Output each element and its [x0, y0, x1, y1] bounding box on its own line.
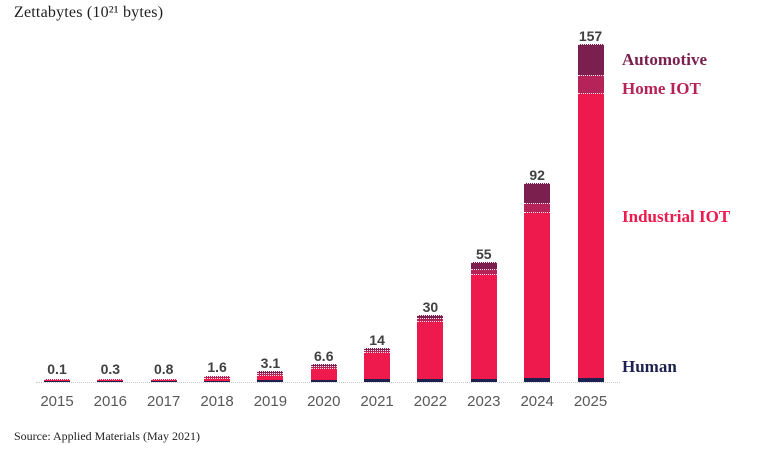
value-label-2020: 6.6 [314, 347, 334, 364]
x-tick-2017: 2017 [147, 393, 181, 410]
legend-label-home-iot: Home IOT [622, 79, 701, 98]
value-label-2015: 0.1 [47, 361, 67, 377]
segment-automotive-2023 [470, 261, 497, 270]
segment-industrial_iot-2018 [204, 377, 231, 381]
segment-human-2023 [470, 378, 497, 382]
segment-industrial_iot-2022 [417, 321, 444, 380]
value-label-2022: 30 [422, 298, 439, 315]
segment-automotive-2022 [417, 315, 444, 319]
legend-label-industrial-iot: Industrial IOT [622, 207, 731, 226]
segment-human-2015 [44, 381, 70, 382]
segment-human-2022 [417, 379, 444, 382]
x-tick-2022: 2022 [413, 393, 448, 410]
segment-industrial_iot-2017 [150, 378, 177, 381]
segment-human-2025 [577, 377, 604, 382]
segment-industrial_iot-2019 [257, 374, 284, 381]
segment-industrial_iot-2020 [310, 367, 337, 380]
segment-industrial_iot-2025 [577, 92, 604, 378]
x-tick-2016: 2016 [93, 393, 128, 410]
segment-home_iot-2021 [364, 350, 391, 353]
segment-automotive-2025 [577, 43, 604, 75]
segment-human-2018 [204, 380, 231, 382]
segment-human-2024 [524, 378, 551, 382]
segment-home_iot-2023 [470, 269, 497, 275]
bar-2024 [524, 182, 551, 382]
legend-label-human: Human [622, 357, 677, 376]
bar-2015 [44, 379, 70, 382]
segment-industrial_iot-2015 [44, 379, 70, 381]
bar-2022 [417, 315, 444, 382]
segment-home_iot-2022 [417, 318, 444, 322]
x-tick-2019: 2019 [253, 393, 288, 410]
x-tick-2020: 2020 [307, 393, 341, 410]
x-tick-2021: 2021 [360, 393, 394, 410]
value-label-2019: 3.1 [260, 354, 281, 371]
x-tick-2018: 2018 [200, 393, 234, 410]
bar-2016 [97, 379, 124, 382]
x-axis-line [36, 382, 620, 383]
segment-industrial_iot-2016 [97, 379, 124, 381]
segment-home_iot-2024 [524, 202, 551, 213]
chart-title: Zettabytes (10²¹ bytes) [14, 4, 164, 21]
bar-2023 [470, 261, 497, 382]
segment-human-2021 [364, 379, 391, 382]
value-label-2024: 92 [529, 166, 545, 183]
legend-label-automotive: Automotive [622, 50, 707, 69]
value-label-2018: 1.6 [207, 358, 227, 375]
bar-2020 [310, 363, 337, 382]
bar-2018 [204, 375, 231, 382]
x-tick-2024: 2024 [520, 393, 554, 410]
bar-2021 [364, 348, 391, 382]
source-note: Source: Applied Materials (May 2021) [14, 429, 200, 443]
bar-2017 [150, 378, 177, 382]
segment-industrial_iot-2024 [524, 212, 551, 379]
bar-2025 [577, 43, 604, 382]
segment-automotive-2020 [310, 363, 337, 366]
segment-automotive-2019 [257, 370, 284, 373]
segment-automotive-2021 [364, 348, 391, 351]
x-tick-2015: 2015 [40, 393, 74, 410]
segment-human-2016 [97, 381, 124, 382]
value-label-2017: 0.8 [153, 360, 174, 377]
value-label-2025: 157 [578, 27, 603, 44]
value-label-2021: 14 [369, 332, 385, 349]
bar-2019 [257, 370, 284, 382]
segment-home_iot-2018 [204, 375, 231, 378]
segment-home_iot-2019 [257, 372, 284, 375]
x-tick-2023: 2023 [467, 393, 501, 410]
segment-industrial_iot-2023 [470, 274, 497, 379]
segment-human-2020 [310, 379, 337, 382]
value-label-2016: 0.3 [100, 361, 121, 377]
segment-automotive-2024 [524, 182, 551, 203]
value-label-2023: 55 [476, 245, 492, 262]
segment-human-2019 [257, 380, 284, 382]
segment-industrial_iot-2021 [364, 352, 391, 380]
segment-home_iot-2025 [577, 74, 604, 93]
segment-home_iot-2020 [310, 365, 337, 368]
x-tick-2025: 2025 [573, 393, 608, 410]
segment-human-2017 [150, 381, 177, 382]
